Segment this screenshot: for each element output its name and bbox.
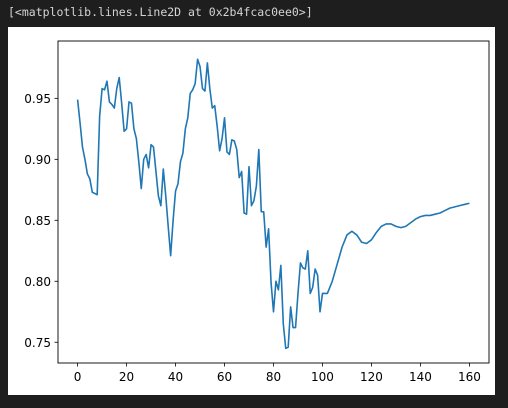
y-tick-label: 0.85 xyxy=(24,214,51,228)
x-tick-label: 100 xyxy=(311,370,334,384)
x-tick-label: 140 xyxy=(409,370,432,384)
plot-frame xyxy=(57,40,490,364)
x-axis: 0 20 40 60 80 100 120 140 160 xyxy=(74,363,481,384)
x-tick-label: 0 xyxy=(74,370,82,384)
y-tick-label: 0.75 xyxy=(24,336,51,350)
x-tick-label: 20 xyxy=(119,370,134,384)
y-tick-label: 0.80 xyxy=(24,275,51,289)
x-tick-label: 120 xyxy=(360,370,383,384)
x-tick-label: 80 xyxy=(266,370,281,384)
line-chart: 0.75 0.80 0.85 0.90 0.95 0 20 40 60 80 100 120 140 1… xyxy=(24,40,490,384)
chart-figure: 0.75 0.80 0.85 0.90 0.95 0 20 40 60 80 100 120 140 1… xyxy=(8,27,495,395)
plot-area xyxy=(58,41,489,363)
data-series-line xyxy=(76,58,470,350)
y-tick-label: 0.95 xyxy=(24,92,51,106)
y-axis: 0.75 0.80 0.85 0.90 0.95 xyxy=(24,92,58,350)
y-tick-label: 0.90 xyxy=(24,153,51,167)
x-tick-label: 40 xyxy=(168,370,183,384)
x-tick-label: 160 xyxy=(458,370,481,384)
cell-output-repr: [<matplotlib.lines.Line2D at 0x2b4fcac0e… xyxy=(8,5,313,19)
x-tick-label: 60 xyxy=(217,370,232,384)
